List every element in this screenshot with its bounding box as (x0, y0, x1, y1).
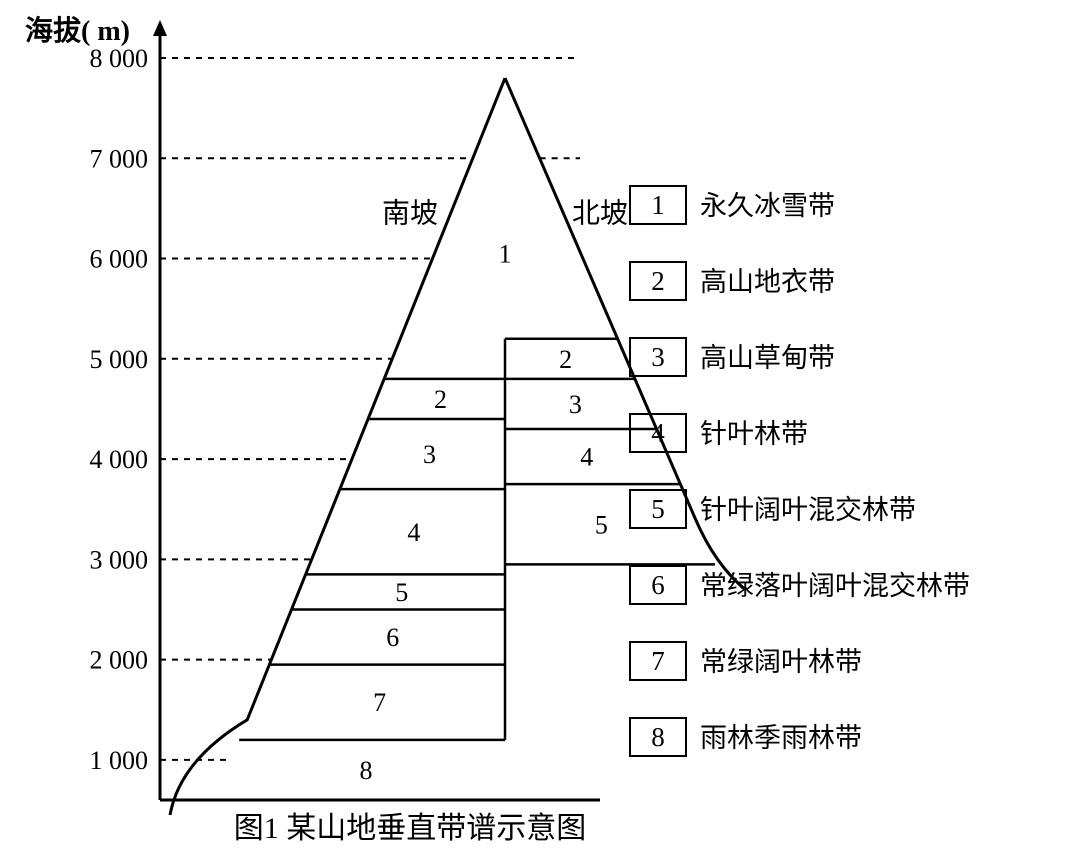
y-tick-label: 3 000 (90, 545, 149, 574)
north-zone-4: 4 (580, 443, 593, 472)
legend-label-6: 常绿落叶阔叶混交林带 (700, 571, 970, 601)
south-slope (170, 78, 505, 815)
zonation-diagram: 1 000 2 000 3 000 4 000 5 000 6 000 7 000 8 000… (10, 10, 1080, 847)
legend-num-4: 4 (651, 418, 665, 448)
y-axis-arrow (153, 20, 167, 36)
south-slope-label: 南坡 (382, 197, 438, 229)
diagram-container: 1 000 2 000 3 000 4 000 5 000 6 000 7 000 8 000… (10, 10, 1080, 847)
y-tick-label: 8 000 (90, 44, 149, 73)
north-zone-3: 3 (569, 390, 582, 419)
legend-num-1: 1 (651, 190, 665, 220)
south-zone-3: 3 (423, 440, 436, 469)
legend-label-2: 高山地衣带 (700, 267, 835, 297)
south-zone-4: 4 (407, 518, 420, 547)
y-tick-label: 1 000 (90, 746, 149, 775)
legend-num-6: 6 (651, 570, 665, 600)
legend-num-3: 3 (651, 342, 665, 372)
y-tick-label: 4 000 (90, 445, 149, 474)
y-tick-label: 7 000 (90, 144, 149, 173)
legend-label-8: 雨林季雨林带 (700, 723, 862, 753)
south-zone-5: 5 (395, 578, 408, 607)
figure-title: 图1 某山地垂直带谱示意图 (234, 812, 587, 845)
south-zone-8: 8 (360, 756, 373, 785)
south-zone-2: 2 (434, 385, 447, 414)
legend-label-5: 针叶阔叶混交林带 (700, 495, 916, 525)
legend-label-7: 常绿阔叶林带 (700, 647, 862, 677)
legend-num-5: 5 (651, 494, 665, 524)
y-tick-label: 6 000 (90, 245, 149, 274)
legend-label-4: 针叶林带 (700, 419, 808, 449)
y-axis-label: 海拔( m) (25, 15, 130, 47)
north-slope-label: 北坡 (572, 197, 628, 229)
north-zone-2: 2 (559, 345, 572, 374)
legend-label-3: 高山草甸带 (700, 343, 835, 373)
y-tick-label: 5 000 (90, 345, 149, 374)
south-zone-6: 6 (386, 623, 399, 652)
legend-label-1: 永久冰雪带 (700, 191, 835, 221)
y-tick-label: 2 000 (90, 646, 149, 675)
zone-1-label: 1 (499, 240, 512, 269)
legend-num-7: 7 (651, 646, 665, 676)
legend-num-8: 8 (651, 722, 665, 752)
north-zone-5: 5 (595, 510, 608, 539)
south-zone-7: 7 (373, 688, 386, 717)
legend-num-2: 2 (651, 266, 665, 296)
